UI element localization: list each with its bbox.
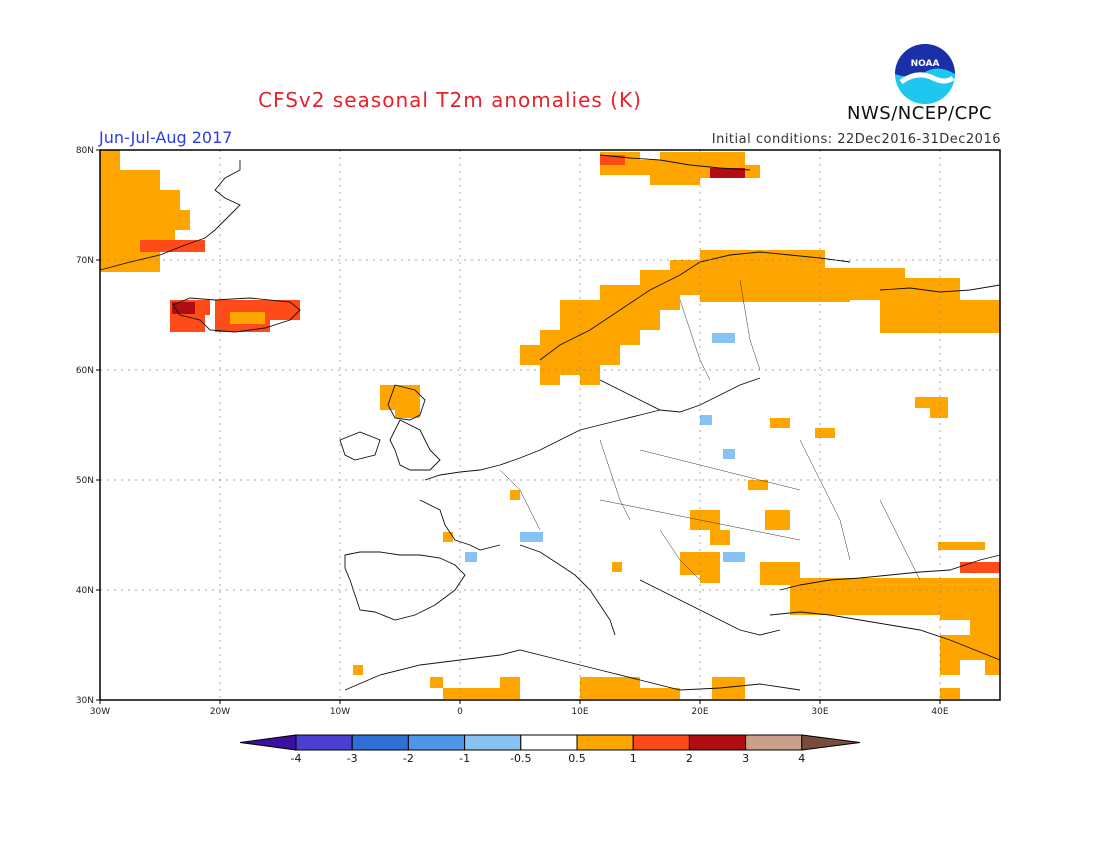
anomaly-cool-2 [700,415,712,425]
anomaly-cool-4 [520,532,543,542]
anomaly-italy-south [612,562,622,572]
anomaly-biscay [443,532,453,542]
colorbar-label: -2 [403,752,414,765]
anomaly-map: 80N 70N 60N 50N 40N 30N 30W 20W 10W 0 10E 20E 30E 40… [76,146,1001,717]
anomaly-russia-east [900,278,960,300]
anomaly-greenland [100,150,190,272]
anomaly-scotland [380,385,420,418]
anomaly-scandinavia [520,250,905,385]
anomaly-egypt [712,677,745,699]
organization-label: NWS/NCEP/CPC [847,103,993,124]
colorbar-box [295,734,353,751]
anomaly-libya [580,677,680,699]
anomaly-russia-b [770,418,790,428]
lon-label: 10E [571,707,588,717]
anomaly-caucasus [938,542,985,550]
colorbar-box [351,734,409,751]
anomaly-ukraine [748,480,768,490]
anomaly-iceland-center [230,312,265,324]
anomaly-caucasus-warm [960,562,985,573]
anomaly-france [510,490,520,500]
initial-conditions: Initial conditions: 22Dec2016-31Dec2016 [711,132,1001,147]
map-frame [99,149,1001,701]
anomaly-cool-6 [723,552,745,562]
colorbar-box [407,734,466,751]
forecast-period: Jun-Jul-Aug 2017 [99,128,233,147]
anomaly-svalbard-warm [600,155,625,165]
colorbar-label: -3 [347,752,358,765]
graticule [100,150,1000,700]
colorbar-label: -0.5 [510,752,531,765]
colorbar-label: 0.5 [568,752,586,765]
colorbar-label: 4 [798,752,805,765]
colorbar-box [464,734,522,751]
colorbar-high-arrow [801,734,861,751]
country-borders [499,279,921,581]
coastlines [99,154,1001,691]
anomaly-caucasus-east [985,562,1000,573]
anomaly-iceland-hot [172,302,195,314]
lon-label: 30E [811,707,828,717]
anomaly-middle-east [940,635,1000,675]
colorbar-box [745,734,803,751]
colorbar-box [576,734,634,751]
chart-title: CFSv2 seasonal T2m anomalies (K) [258,88,642,112]
anomaly-greenland-warm [140,240,205,252]
colorbar-label: -4 [291,752,302,765]
colorbar-low-arrow [239,734,297,751]
anomaly-cool-5 [465,552,477,562]
colorbar-box [520,734,578,751]
anomaly-cool-1 [712,333,735,343]
anomaly-morocco [353,665,363,675]
lat-label: 50N [76,476,94,486]
colorbar-box [632,734,690,751]
lat-label: 70N [76,256,94,266]
longitude-labels: 30W 20W 10W 0 10E 20E 30E 40E [90,700,949,717]
lon-label: 0 [457,707,463,717]
anomaly-n-africa-c [430,677,443,688]
lon-label: 30W [90,707,110,717]
lat-label: 60N [76,366,94,376]
noaa-logo-text: NOAA [911,59,940,69]
lat-label: 30N [76,696,94,706]
anomaly-balkans [690,510,730,545]
anomaly-n-africa-west [443,688,520,699]
anomaly-n-africa-b [500,677,520,688]
anomaly-turkey [790,578,1000,635]
lat-label: 80N [76,146,94,156]
anomaly-russia-c [815,428,835,438]
anomaly-cool-3 [723,449,735,459]
noaa-logo: NOAA [895,44,955,104]
lat-label: 40N [76,586,94,596]
colorbar-label: 3 [742,752,749,765]
lon-label: 10W [330,707,350,717]
anomaly-russia-a [915,397,948,418]
lon-label: 20W [210,707,230,717]
lon-label: 20E [691,707,708,717]
colorbar-label: 2 [686,752,693,765]
anomaly-greece [680,552,720,583]
colorbar-label: 1 [630,752,637,765]
anomaly-svalbard-hot [710,168,745,178]
latitude-labels: 80N 70N 60N 50N 40N 30N [76,146,100,706]
anomaly-nw-russia [880,300,1000,333]
colorbar-label: -1 [459,752,470,765]
anomaly-me-b [940,688,960,699]
colorbar-box [688,734,747,751]
lon-label: 40E [931,707,948,717]
anomaly-cells [100,150,1000,699]
anomaly-ukraine-b [765,510,790,530]
